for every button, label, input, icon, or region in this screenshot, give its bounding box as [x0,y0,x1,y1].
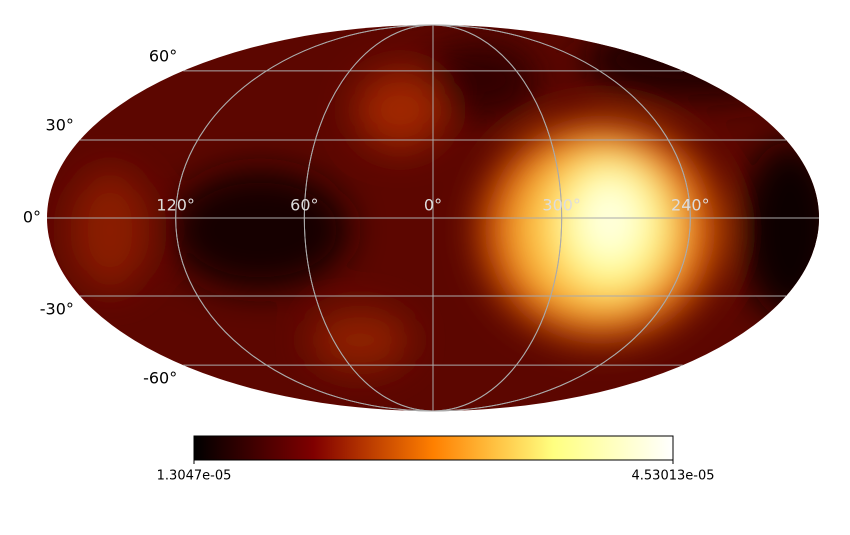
lat-tick-label: 0° [23,208,41,227]
lon-tick-label: 0° [424,196,442,215]
lat-tick-label: -60° [143,369,177,388]
lon-tick-label: 240° [671,196,710,215]
lat-tick-label: 30° [46,116,74,135]
colorbar [193,435,674,461]
lon-tick-label: 300° [542,196,581,215]
lon-tick-label: 60° [290,196,318,215]
grid-line [175,24,691,412]
lat-tick-label: -30° [40,299,74,318]
colorbar-tick-label: 4.53013e-05 [632,469,715,484]
lat-tick-label: 60° [149,46,177,65]
sky-map [47,25,819,411]
lon-tick-label: 120° [156,196,195,215]
colorbar-tick-label: 1.3047e-05 [157,469,232,484]
